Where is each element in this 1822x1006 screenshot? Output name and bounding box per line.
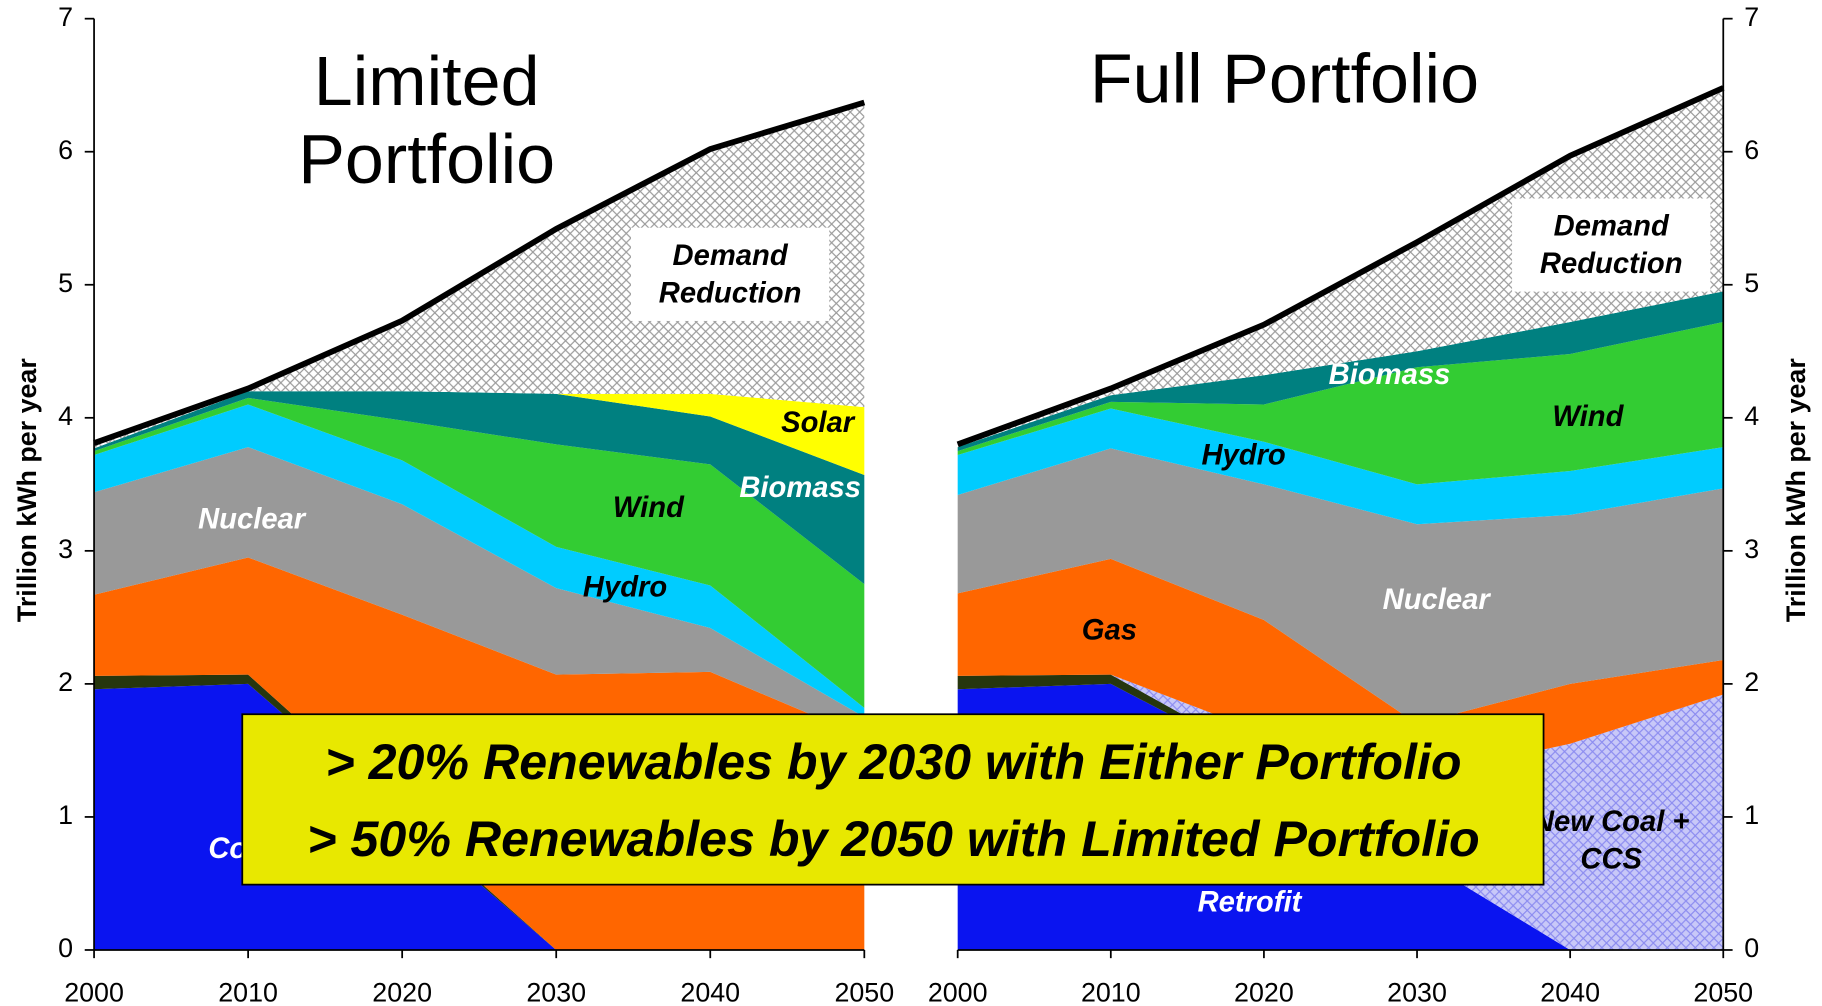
- chart-title-box: Limited Portfolio: [298, 41, 556, 199]
- x-tick-label: 2050: [834, 977, 894, 1006]
- y-axis-label: Trillion kWh per year: [1781, 358, 1811, 622]
- annotation-line: > 20% Renewables by 2030 with Either Por…: [325, 734, 1461, 790]
- series-label: Demand Reduction: [630, 227, 830, 321]
- labels: Limited PortfolioCoalNuclearHydroWindBio…: [198, 40, 1711, 919]
- series-label-box: Solar: [781, 405, 855, 439]
- series-label: Hydro: [582, 570, 668, 604]
- area: [957, 291, 1724, 452]
- series-label: Biomass: [739, 471, 861, 504]
- series-label-box: Hydro: [1201, 438, 1286, 472]
- area: [957, 408, 1724, 525]
- y-tick-label: 5: [1744, 268, 1759, 298]
- y-tick-label: 1: [58, 800, 73, 830]
- y-tick-label: 3: [1744, 534, 1759, 564]
- area: [94, 404, 865, 718]
- series-label-box: Retrofit: [1197, 885, 1302, 919]
- y-tick-label: 3: [58, 534, 73, 564]
- series-label: Nuclear: [198, 502, 306, 536]
- series-label: New Coal + CCS: [1532, 804, 1690, 876]
- x-tick-label: 2010: [1081, 977, 1141, 1006]
- y-tick-label: 0: [58, 933, 73, 963]
- total-line: [956, 85, 1725, 448]
- series-label-box: Demand Reduction: [630, 227, 830, 321]
- series-label-box: New Coal + CCS: [1532, 804, 1690, 876]
- series-label: Solar: [781, 405, 855, 439]
- plot-areas: [93, 85, 1725, 950]
- y-tick-label: 4: [58, 401, 73, 431]
- annotation-line: > 50% Renewables by 2050 with Limited Po…: [307, 811, 1479, 867]
- total-line: [93, 99, 866, 446]
- x-tick-label: 2010: [218, 977, 278, 1006]
- series-label-box: Nuclear: [198, 502, 306, 536]
- series-label-box: Biomass: [739, 471, 861, 504]
- series-label: Biomass: [1328, 357, 1451, 391]
- series-label: Retrofit: [1197, 885, 1302, 919]
- series-label-box: Nuclear: [1382, 583, 1490, 616]
- area: [957, 448, 1724, 724]
- x-tick-label: 2050: [1693, 977, 1753, 1006]
- x-tick-label: 2030: [1387, 977, 1447, 1006]
- series-label-box: Wind: [1552, 400, 1624, 433]
- chart-title: Full Portfolio: [1089, 40, 1480, 119]
- y-tick-label: 2: [1744, 667, 1759, 697]
- x-tick-label: 2030: [526, 977, 586, 1006]
- series-label: Hydro: [1201, 438, 1286, 472]
- area: [94, 447, 865, 738]
- series-label-box: Gas: [1081, 613, 1137, 647]
- axes: 0 1 2 3 4 5 6 7 2000 2010 2020 2030 2040 2050 Trillion…: [12, 2, 1811, 1006]
- x-tick-label: 2040: [1540, 977, 1600, 1006]
- x-tick-label: 2020: [1234, 977, 1294, 1006]
- y-tick-label: 4: [1744, 401, 1759, 431]
- x-tick-label: 2020: [372, 977, 432, 1006]
- annotation: > 20% Renewables by 2030 with Either Por…: [241, 713, 1545, 886]
- chart-title-box: Full Portfolio: [1089, 40, 1480, 119]
- x-tick-label: 2040: [680, 977, 740, 1006]
- y-tick-label: 1: [1744, 800, 1759, 830]
- series-label: Gas: [1081, 613, 1137, 647]
- chart-title: Limited Portfolio: [298, 41, 556, 199]
- y-tick-label: 6: [1744, 135, 1759, 165]
- series-label: Nuclear: [1382, 583, 1490, 616]
- series-label: Wind: [612, 491, 684, 524]
- x-tick-label: 2000: [64, 977, 124, 1006]
- area: [94, 391, 865, 585]
- series-label-box: Wind: [612, 491, 684, 524]
- series-label: Wind: [1552, 400, 1624, 433]
- x-tick-label: 2000: [928, 977, 988, 1006]
- series-label-box: Demand Reduction: [1512, 198, 1711, 292]
- y-tick-label: 6: [58, 135, 73, 165]
- y-tick-label: 5: [58, 268, 73, 298]
- series-label-box: Hydro: [582, 570, 668, 604]
- annotation-box: [241, 713, 1545, 886]
- series-label-box: Biomass: [1328, 357, 1451, 391]
- y-tick-label: 7: [1744, 2, 1759, 32]
- series-label: Demand Reduction: [1512, 198, 1711, 292]
- y-tick-label: 7: [58, 2, 73, 32]
- y-tick-label: 2: [58, 667, 73, 697]
- y-tick-label: 0: [1744, 933, 1759, 963]
- area: [957, 322, 1724, 485]
- area: [94, 397, 865, 708]
- y-axis-label: Trillion kWh per year: [12, 358, 42, 622]
